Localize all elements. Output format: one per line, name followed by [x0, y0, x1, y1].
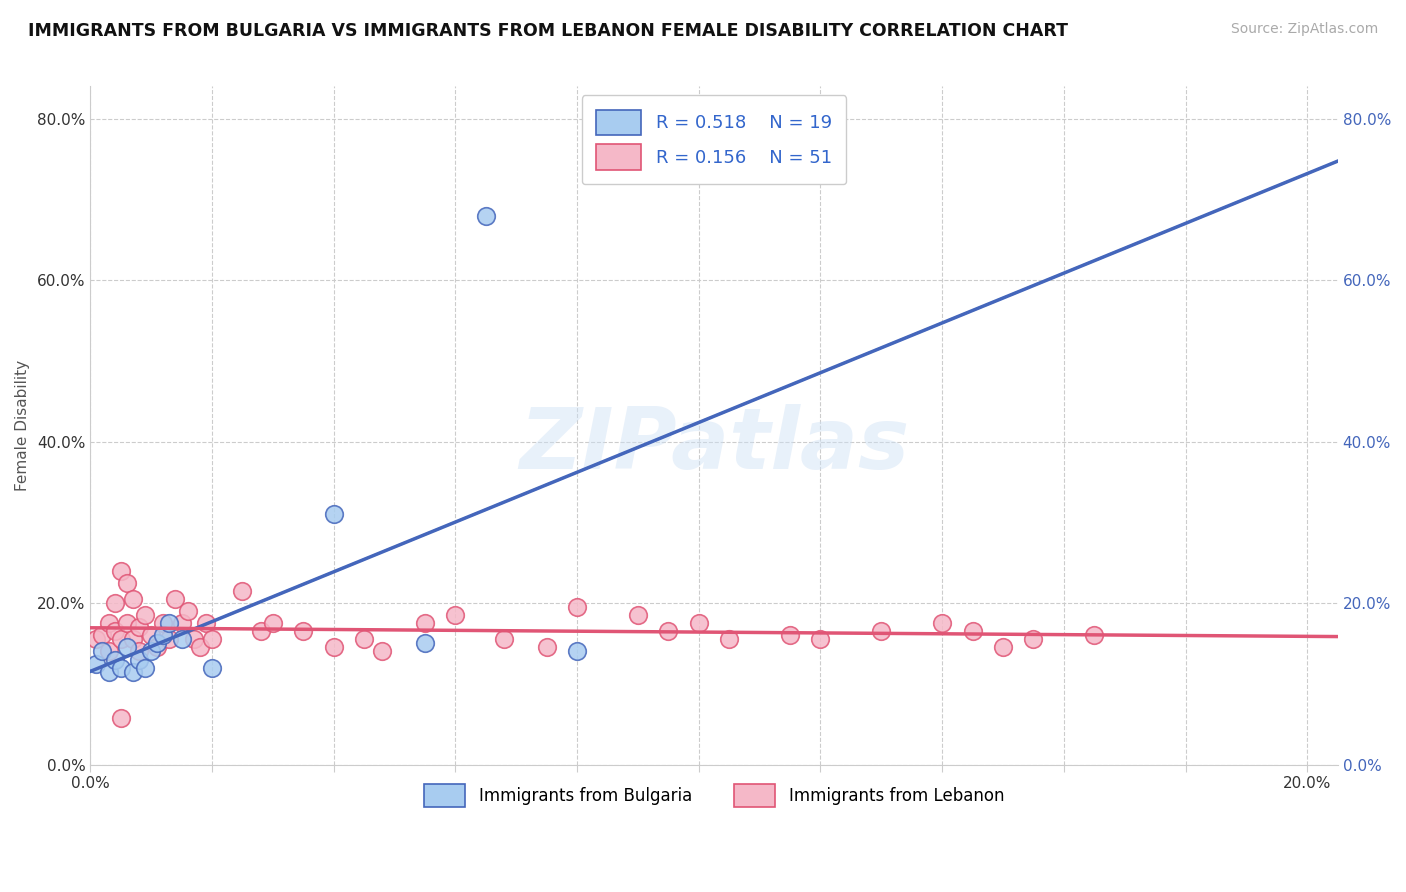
Point [201, 660, 224, 674]
Point [134, 608, 156, 623]
Point [110, 564, 132, 578]
Text: IMMIGRANTS FROM BULGARIA VS IMMIGRANTS FROM LEBANON FEMALE DISABILITY CORRELATIO: IMMIGRANTS FROM BULGARIA VS IMMIGRANTS F… [28, 22, 1069, 40]
Point [152, 616, 174, 631]
Point [115, 616, 138, 631]
Point [870, 624, 893, 639]
Point [128, 652, 150, 666]
Point [627, 608, 650, 623]
Point [565, 644, 588, 658]
Point [188, 640, 211, 655]
Point [962, 624, 984, 639]
Point [1022, 632, 1045, 647]
Point [115, 640, 138, 655]
Point [104, 624, 127, 639]
Point [91, 644, 114, 658]
Point [688, 616, 710, 631]
Point [931, 616, 953, 631]
Point [231, 583, 253, 598]
Point [262, 616, 284, 631]
Point [536, 640, 558, 655]
Point [170, 632, 193, 647]
Point [122, 592, 145, 607]
Point [292, 624, 315, 639]
Point [146, 640, 169, 655]
Point [157, 616, 180, 631]
Point [201, 632, 224, 647]
Point [810, 632, 832, 647]
Point [128, 620, 150, 634]
Point [115, 575, 138, 590]
Point [122, 632, 145, 647]
Point [110, 711, 132, 725]
Point [165, 592, 187, 607]
Point [444, 608, 467, 623]
Point [371, 644, 394, 658]
Text: ZIPatlas: ZIPatlas [519, 404, 910, 487]
Point [413, 636, 436, 650]
Point [97, 665, 120, 679]
Point [183, 632, 205, 647]
Point [97, 644, 120, 658]
Legend: Immigrants from Bulgaria, Immigrants from Lebanon: Immigrants from Bulgaria, Immigrants fro… [418, 777, 1011, 814]
Point [91, 628, 114, 642]
Point [110, 632, 132, 647]
Point [176, 604, 198, 618]
Point [86, 632, 108, 647]
Point [170, 616, 193, 631]
Point [128, 644, 150, 658]
Point [322, 508, 344, 522]
Point [152, 628, 174, 642]
Point [322, 640, 344, 655]
Point [97, 616, 120, 631]
Point [1083, 628, 1105, 642]
Point [122, 665, 145, 679]
Point [194, 616, 217, 631]
Point [141, 644, 163, 658]
Point [249, 624, 271, 639]
Point [718, 632, 741, 647]
Text: Source: ZipAtlas.com: Source: ZipAtlas.com [1230, 22, 1378, 37]
Point [146, 636, 169, 650]
Point [565, 600, 588, 615]
Point [104, 596, 127, 610]
Point [110, 660, 132, 674]
Point [134, 660, 156, 674]
Point [494, 632, 516, 647]
Point [104, 652, 127, 666]
Point [991, 640, 1014, 655]
Point [86, 657, 108, 671]
Point [779, 628, 801, 642]
Point [657, 624, 679, 639]
Point [157, 632, 180, 647]
Point [475, 209, 498, 223]
Y-axis label: Female Disability: Female Disability [15, 359, 30, 491]
Point [413, 616, 436, 631]
Point [141, 628, 163, 642]
Point [353, 632, 375, 647]
